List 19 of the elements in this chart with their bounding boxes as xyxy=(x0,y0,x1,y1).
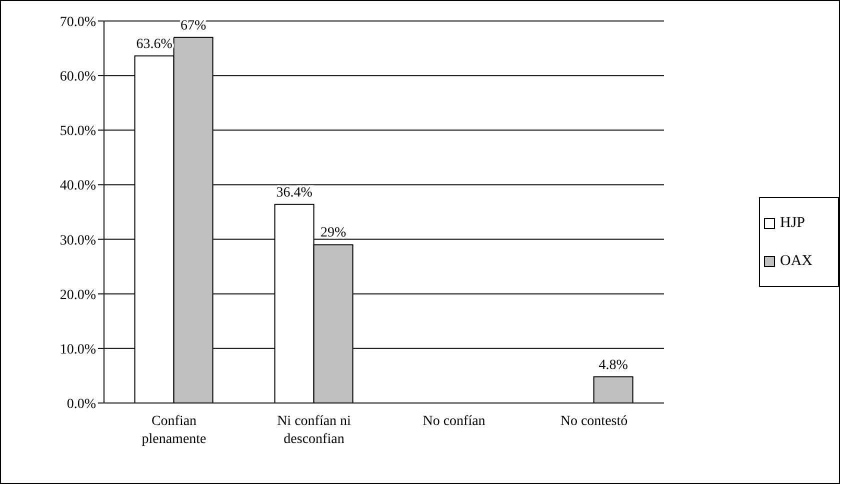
data-label: 29% xyxy=(320,226,346,241)
y-tick-label: 0.0% xyxy=(66,396,96,412)
legend-label: OAX xyxy=(780,252,812,270)
bar xyxy=(593,376,634,403)
x-tick-label: Confian plenamente xyxy=(142,414,206,447)
data-label: 63.6% xyxy=(136,36,173,52)
data-label: 36.4% xyxy=(276,185,313,200)
data-label: 4.8% xyxy=(598,358,628,373)
x-tick-label: No confían xyxy=(422,414,486,429)
y-tick-label: 30.0% xyxy=(60,233,96,248)
y-tick-label: 10.0% xyxy=(60,342,96,358)
y-tick-label: 50.0% xyxy=(60,124,96,140)
y-tick-label: 40.0% xyxy=(60,178,96,194)
legend-label: HJP xyxy=(780,214,806,232)
x-tick-label: No contestó xyxy=(560,414,628,429)
y-tick-label: 20.0% xyxy=(60,288,96,303)
y-tick-label: 70.0% xyxy=(60,14,96,30)
y-tick-label: 60.0% xyxy=(60,70,96,85)
x-tick-label: Ni confían ni desconfian xyxy=(277,414,352,447)
